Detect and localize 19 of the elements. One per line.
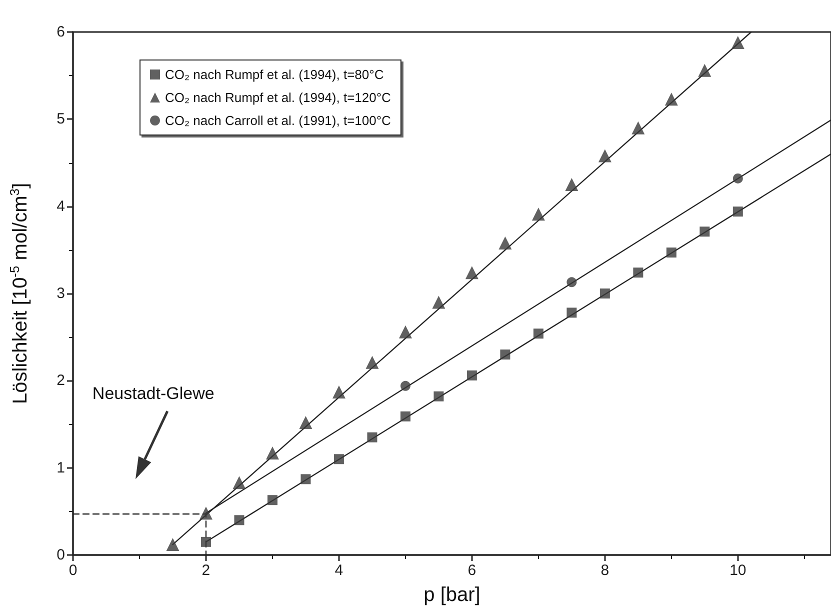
x-tick-label: 10	[730, 562, 746, 579]
x-tick-label: 2	[202, 562, 210, 579]
y-tick-label: 4	[56, 198, 65, 215]
legend-label: CO₂ nach Rumpf et al. (1994), t=80°C	[165, 67, 384, 82]
y-tick-label: 5	[56, 110, 65, 128]
annotation: Neustadt-Glewe	[92, 384, 214, 404]
x-tick-label: 4	[334, 562, 344, 579]
x-axis-title: p [bar]	[424, 584, 480, 606]
legend-label: CO₂ nach Rumpf et al. (1994), t=120°C	[165, 90, 391, 105]
y-tick-label: 2	[56, 372, 65, 390]
y-tick-label: 0	[56, 546, 65, 564]
y-axis-title: Löslichkeit [10-5 mol/cm3]	[7, 182, 32, 404]
x-tick-label: 0	[68, 562, 78, 579]
y-tick-label: 1	[56, 459, 65, 476]
y-tick-label: 3	[56, 285, 65, 302]
x-tick-label: 8	[600, 562, 610, 579]
legend-label: CO₂ nach Carroll et al. (1991), t=100°C	[165, 113, 391, 128]
x-tick-label: 6	[468, 562, 476, 579]
y-tick-label: 6	[56, 24, 65, 40]
